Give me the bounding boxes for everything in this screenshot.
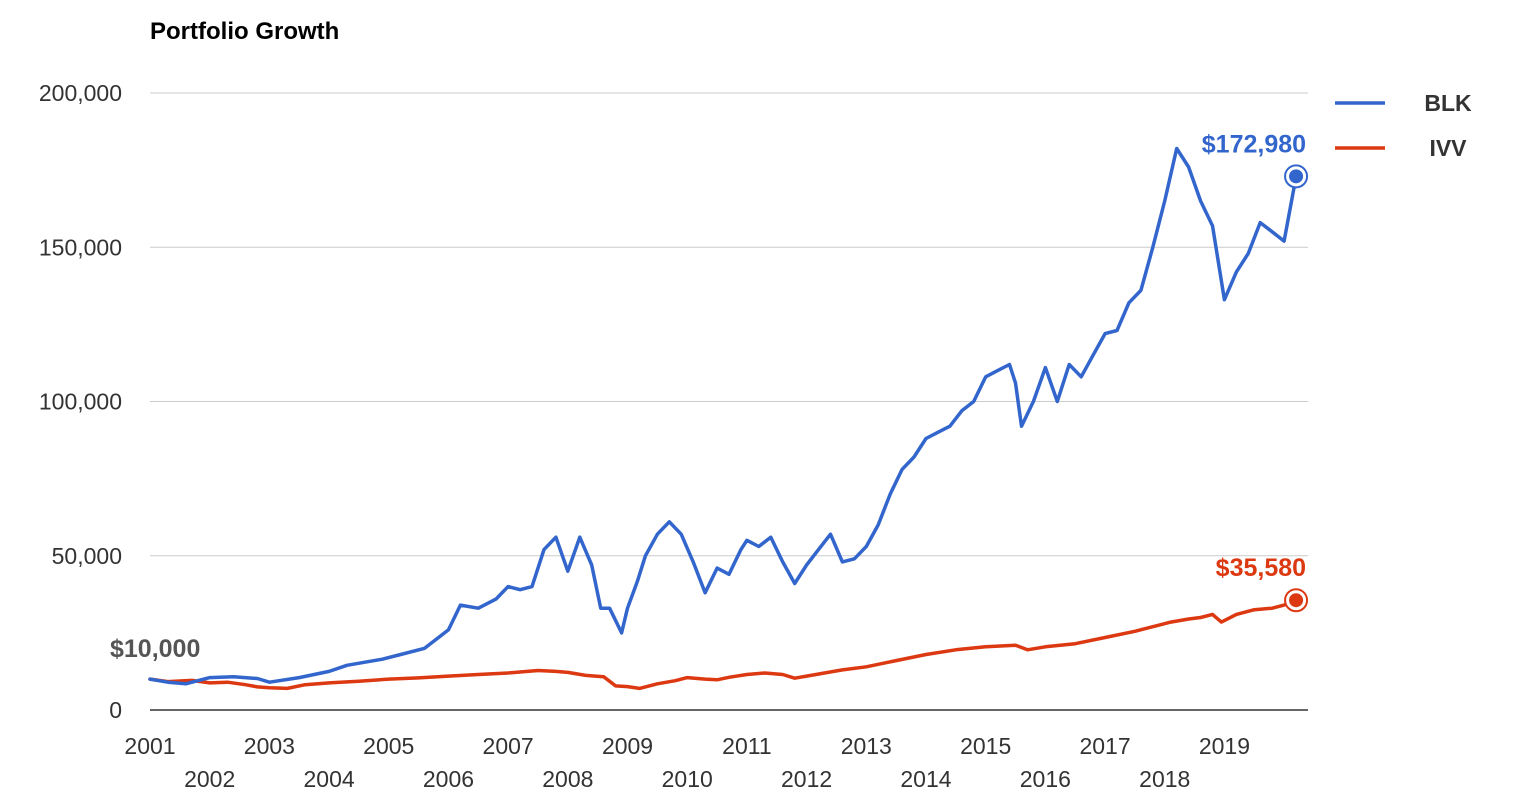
x-tick-label: 2002 — [184, 766, 235, 792]
x-tick-label: 2019 — [1199, 733, 1250, 759]
end-value-label-ivv: $35,580 — [1216, 554, 1306, 582]
x-tick-label: 2006 — [423, 766, 474, 792]
x-tick-label: 2018 — [1139, 766, 1190, 792]
x-axis-ticks: 2001 2003 2005 2007 2009 2011 2013 2015 2017 2019… — [124, 733, 1250, 792]
end-marker-ivv — [1289, 593, 1304, 608]
x-tick-label: 2007 — [483, 733, 534, 759]
x-tick-label: 2011 — [722, 733, 771, 759]
x-tick-label: 2005 — [363, 733, 414, 759]
x-tick-label: 2013 — [841, 733, 892, 759]
x-tick-label: 2017 — [1079, 733, 1130, 759]
end-value-label-blk: $172,980 — [1202, 130, 1306, 158]
series-lines — [148, 146, 1298, 691]
y-tick-label: 150,000 — [39, 234, 122, 260]
x-tick-label: 2009 — [602, 733, 653, 759]
y-tick-label: 50,000 — [52, 543, 122, 569]
y-tick-label: 0 — [109, 697, 122, 723]
series-line-ivv — [148, 598, 1298, 691]
legend[interactable]: BLK IVV — [1335, 90, 1472, 161]
start-value-label: $10,000 — [110, 635, 200, 663]
x-tick-label: 2008 — [542, 766, 593, 792]
x-tick-label: 2016 — [1020, 766, 1071, 792]
end-labels: $35,580 $172,980 $10,000 — [110, 130, 1309, 663]
grid-lines — [150, 92, 1308, 711]
x-tick-label: 2004 — [303, 766, 354, 792]
chart-title: Portfolio Growth — [150, 18, 340, 45]
y-tick-label: 200,000 — [39, 80, 122, 106]
x-tick-label: 2010 — [662, 766, 713, 792]
legend-label-ivv[interactable]: IVV — [1429, 135, 1467, 161]
x-tick-label: 2012 — [781, 766, 832, 792]
x-tick-label: 2014 — [900, 766, 951, 792]
x-tick-label: 2003 — [244, 733, 295, 759]
x-tick-label: 2001 — [124, 733, 175, 759]
legend-label-blk[interactable]: BLK — [1424, 90, 1472, 116]
end-marker-blk — [1289, 169, 1304, 184]
series-line-blk — [148, 146, 1298, 686]
y-axis-ticks: 200,000 150,000 100,000 50,000 0 — [39, 80, 122, 723]
y-tick-label: 100,000 — [39, 389, 122, 415]
x-tick-label: 2015 — [960, 733, 1011, 759]
